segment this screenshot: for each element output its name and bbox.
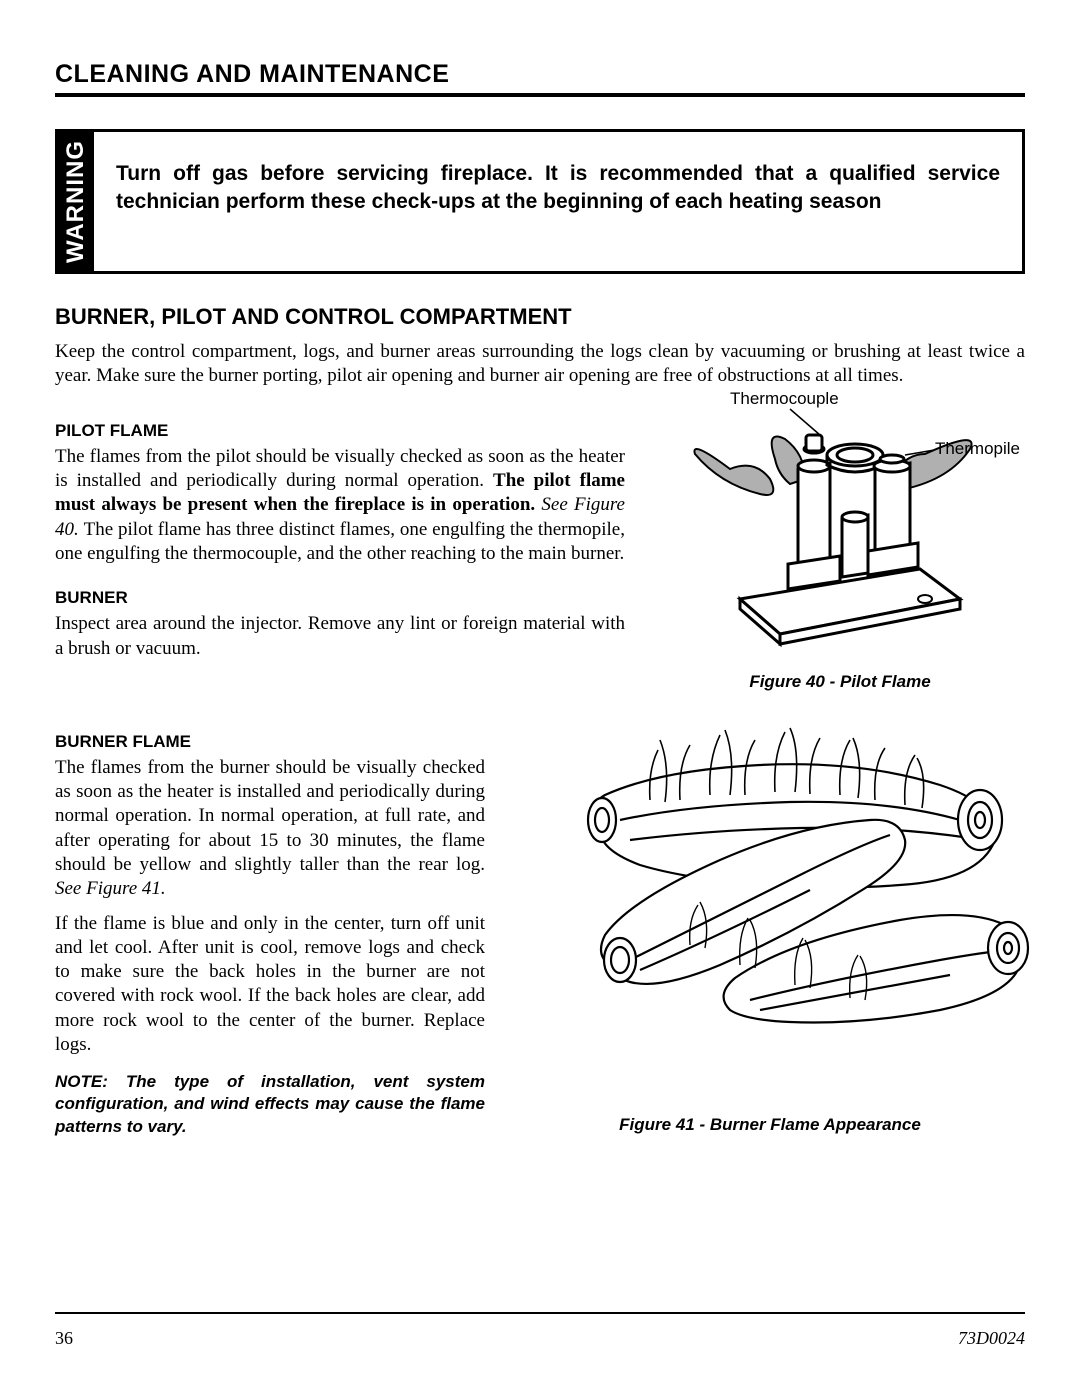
fig40-wrap: Thermocouple Thermopile <box>670 399 1010 692</box>
pilot-right-col: Thermocouple Thermopile <box>655 399 1025 692</box>
page-title: CLEANING AND MAINTENANCE <box>55 60 1025 89</box>
bf-p1-see: See Figure 41. <box>55 878 166 899</box>
footer-doc-id: 73D0024 <box>958 1328 1025 1349</box>
burner-flame-note: NOTE: The type of installation, vent sys… <box>55 1071 485 1137</box>
warning-box: WARNING Turn off gas before servicing fi… <box>55 129 1025 274</box>
page-footer: 36 73D0024 <box>55 1312 1025 1349</box>
pilot-flame-heading: PILOT FLAME <box>55 421 625 441</box>
burner-flame-right: Figure 41 - Burner Flame Appearance <box>515 710 1025 1155</box>
warning-label: WARNING <box>58 132 94 271</box>
burner-flame-p1: The flames from the burner should be vis… <box>55 756 485 902</box>
fig41-wrap: Figure 41 - Burner Flame Appearance <box>540 710 1000 1135</box>
burner-flame-heading: BURNER FLAME <box>55 732 485 752</box>
fig41-caption: Figure 41 - Burner Flame Appearance <box>540 1115 1000 1135</box>
pilot-left-col: PILOT FLAME The flames from the pilot sh… <box>55 399 625 692</box>
burner-flame-row: BURNER FLAME The flames from the burner … <box>55 710 1025 1155</box>
pilot-row: PILOT FLAME The flames from the pilot sh… <box>55 399 1025 692</box>
warning-text: Turn off gas before servicing fireplace.… <box>94 132 1022 271</box>
pilot-flame-body: The flames from the pilot should be visu… <box>55 445 625 567</box>
burner-body: Inspect area around the injector. Remove… <box>55 612 625 661</box>
burner-flame-figure <box>540 710 1040 1090</box>
thermopile-label: Thermopile <box>935 439 1020 459</box>
title-rule <box>55 93 1025 97</box>
fig40-caption: Figure 40 - Pilot Flame <box>670 672 1010 692</box>
burner-flame-p2: If the flame is blue and only in the cen… <box>55 912 485 1058</box>
pilot-body-post: The pilot flame has three distinct flame… <box>55 519 625 564</box>
burner-flame-left: BURNER FLAME The flames from the burner … <box>55 710 485 1155</box>
compartment-body: Keep the control compartment, logs, and … <box>55 340 1025 389</box>
thermocouple-label: Thermocouple <box>730 389 839 409</box>
footer-page-number: 36 <box>55 1328 73 1349</box>
document-page: CLEANING AND MAINTENANCE WARNING Turn of… <box>0 0 1080 1397</box>
burner-heading: BURNER <box>55 588 625 608</box>
pilot-flame-figure <box>670 399 1010 659</box>
compartment-heading: BURNER, PILOT AND CONTROL COMPARTMENT <box>55 304 1025 330</box>
bf-p1-pre: The flames from the burner should be vis… <box>55 757 485 875</box>
